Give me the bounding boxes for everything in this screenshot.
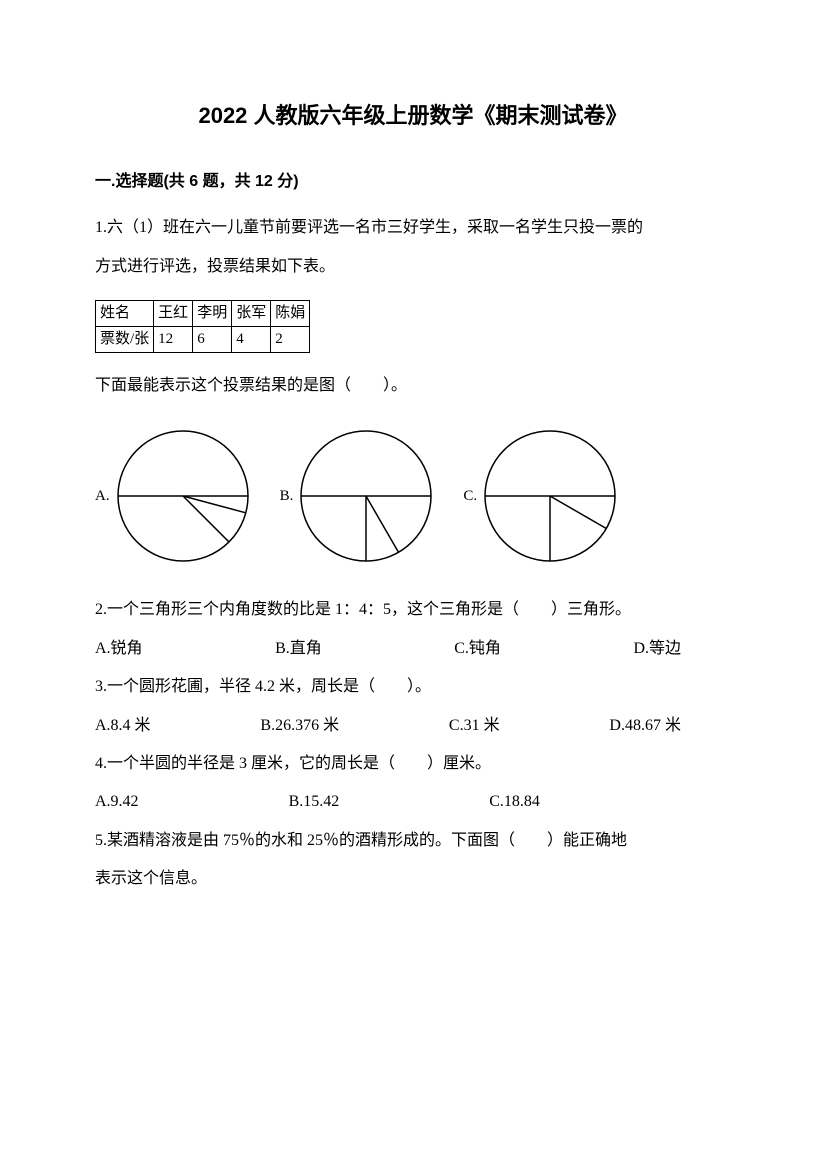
option: A.8.4 米 <box>95 707 151 745</box>
q5-line1: 5.某酒精溶液是由 75％的水和 25％的酒精形成的。下面图（ ）能正确地 <box>95 822 731 860</box>
q2-options: A.锐角 B.直角 C.钝角 D.等边 <box>95 630 731 668</box>
option-label: C. <box>463 478 477 514</box>
option: C.钝角 <box>454 630 501 668</box>
option-label: B. <box>280 478 294 514</box>
pie-chart-row: A. B. C. <box>95 429 731 563</box>
q4-options: A.9.42 B.15.42 C.18.84 <box>95 783 731 821</box>
q1-prompt: 下面最能表示这个投票结果的是图（ ）。 <box>95 367 731 405</box>
pie-chart-a <box>116 429 250 563</box>
table-cell: 姓名 <box>96 300 154 326</box>
pie-option-c: C. <box>463 429 617 563</box>
option: D.等边 <box>633 630 681 668</box>
table-cell: 陈娟 <box>271 300 310 326</box>
table-cell: 2 <box>271 326 310 352</box>
q1-line2: 方式进行评选，投票结果如下表。 <box>95 248 731 286</box>
option: B.15.42 <box>289 783 340 821</box>
pie-chart-b <box>299 429 433 563</box>
q3-options: A.8.4 米 B.26.376 米 C.31 米 D.48.67 米 <box>95 707 731 745</box>
table-cell: 4 <box>232 326 271 352</box>
option: C.31 米 <box>449 707 500 745</box>
pie-option-a: A. <box>95 429 250 563</box>
pie-option-b: B. <box>280 429 434 563</box>
table-cell: 12 <box>154 326 193 352</box>
option: A.锐角 <box>95 630 143 668</box>
table-cell: 李明 <box>193 300 232 326</box>
q3-text: 3.一个圆形花圃，半径 4.2 米，周长是（ ）。 <box>95 668 731 706</box>
option: D.48.67 米 <box>609 707 681 745</box>
option: A.9.42 <box>95 783 139 821</box>
option: B.26.376 米 <box>260 707 339 745</box>
q2-text: 2.一个三角形三个内角度数的比是 1：4：5，这个三角形是（ ）三角形。 <box>95 591 731 629</box>
page-title: 2022 人教版六年级上册数学《期末测试卷》 <box>95 90 731 143</box>
q4-text: 4.一个半圆的半径是 3 厘米，它的周长是（ ）厘米。 <box>95 745 731 783</box>
table-cell: 张军 <box>232 300 271 326</box>
q5-line2: 表示这个信息。 <box>95 860 731 898</box>
q1-line1: 1.六（1）班在六一儿童节前要评选一名市三好学生，采取一名学生只投一票的 <box>95 209 731 247</box>
section-header: 一.选择题(共 6 题，共 12 分) <box>95 163 731 201</box>
table-cell: 票数/张 <box>96 326 154 352</box>
option: C.18.84 <box>489 783 540 821</box>
table-cell: 6 <box>193 326 232 352</box>
option: B.直角 <box>275 630 322 668</box>
option-label: A. <box>95 478 110 514</box>
vote-table: 姓名 王红 李明 张军 陈娟 票数/张 12 6 4 2 <box>95 300 310 353</box>
pie-chart-c <box>483 429 617 563</box>
table-cell: 王红 <box>154 300 193 326</box>
